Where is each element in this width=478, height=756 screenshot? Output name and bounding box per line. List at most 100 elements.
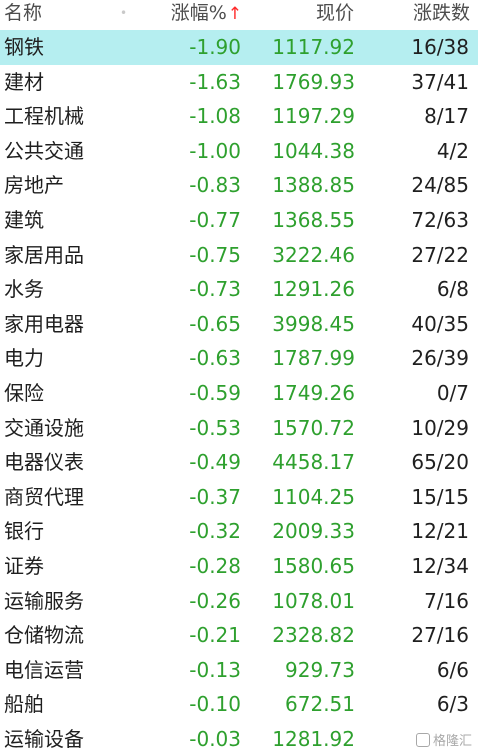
sector-name: 家居用品 xyxy=(4,242,84,267)
column-header-change-label: 涨幅% xyxy=(170,2,227,24)
table-row[interactable]: 钢铁 -1.90 1117.92 16/38 xyxy=(0,30,478,65)
current-price: 3998.45 xyxy=(272,311,355,336)
table-row[interactable]: 房地产 -0.83 1388.85 24/85 xyxy=(0,168,478,203)
sector-name: 仓储物流 xyxy=(4,623,84,648)
change-percent: -0.49 xyxy=(189,450,241,475)
current-price: 1281.92 xyxy=(272,726,355,751)
change-percent: -0.37 xyxy=(189,484,241,509)
table-row[interactable]: 商贸代理 -0.37 1104.25 15/15 xyxy=(0,480,478,515)
up-down-count: 27/22 xyxy=(411,242,469,267)
table-row[interactable]: 水务 -0.73 1291.26 6/8 xyxy=(0,272,478,307)
table-row[interactable]: 仓储物流 -0.21 2328.82 27/16 xyxy=(0,618,478,653)
column-header-count[interactable]: 涨跌数 xyxy=(412,2,470,24)
watermark-logo-icon xyxy=(415,732,430,747)
current-price: 1787.99 xyxy=(272,346,355,371)
sector-name: 交通设施 xyxy=(4,415,84,440)
current-price: 1044.38 xyxy=(272,138,355,163)
table-row[interactable]: 家居用品 -0.75 3222.46 27/22 xyxy=(0,238,478,273)
table-row[interactable]: 建筑 -0.77 1368.55 72/63 xyxy=(0,203,478,238)
up-down-count: 65/20 xyxy=(411,450,469,475)
column-header-price[interactable]: 现价 xyxy=(315,2,354,24)
sector-name: 建筑 xyxy=(4,207,44,232)
up-down-count: 12/21 xyxy=(411,519,469,544)
table-row[interactable]: 工程机械 -1.08 1197.29 8/17 xyxy=(0,99,478,134)
change-percent: -0.26 xyxy=(189,588,241,613)
table-row[interactable]: 保险 -0.59 1749.26 0/7 xyxy=(0,376,478,411)
table-row[interactable]: 公共交通 -1.00 1044.38 4/2 xyxy=(0,134,478,169)
table-header: 名称 • 涨幅%↑ 现价 涨跌数 xyxy=(0,0,478,30)
sector-name: 钢铁 xyxy=(4,35,44,59)
change-percent: -0.21 xyxy=(189,623,241,648)
current-price: 1368.55 xyxy=(272,207,355,232)
up-down-count: 37/41 xyxy=(411,69,469,94)
up-down-count: 16/38 xyxy=(411,35,469,59)
table-row[interactable]: 建材 -1.63 1769.93 37/41 xyxy=(0,65,478,100)
table-row[interactable]: 运输服务 -0.26 1078.01 7/16 xyxy=(0,584,478,619)
up-down-count: 24/85 xyxy=(411,173,469,198)
current-price: 1197.29 xyxy=(272,104,355,129)
column-header-name[interactable]: 名称 xyxy=(4,2,43,24)
up-down-count: 6/3 xyxy=(436,692,469,717)
table-row[interactable]: 银行 -0.32 2009.33 12/21 xyxy=(0,514,478,549)
up-down-count: 27/16 xyxy=(411,623,469,648)
table-row[interactable]: 运输设备 -0.03 1281.92 xyxy=(0,722,478,756)
up-down-count: 26/39 xyxy=(411,346,469,371)
up-down-count: 15/15 xyxy=(411,484,469,509)
sector-name: 证券 xyxy=(4,553,44,578)
current-price: 1117.92 xyxy=(272,35,355,59)
up-down-count: 0/7 xyxy=(436,380,469,405)
up-down-count: 12/34 xyxy=(411,553,469,578)
table-row[interactable]: 交通设施 -0.53 1570.72 10/29 xyxy=(0,411,478,446)
up-down-count: 72/63 xyxy=(411,207,469,232)
change-percent: -0.63 xyxy=(189,346,241,371)
table-row[interactable]: 家用电器 -0.65 3998.45 40/35 xyxy=(0,307,478,342)
table-row[interactable]: 电器仪表 -0.49 4458.17 65/20 xyxy=(0,445,478,480)
watermark-text: 格隆汇 xyxy=(432,734,472,749)
current-price: 1078.01 xyxy=(272,588,355,613)
sector-list: 钢铁 -1.90 1117.92 16/38 建材 -1.63 1769.93 37/41 工程… xyxy=(0,30,478,756)
up-down-count: 4/2 xyxy=(436,138,469,163)
up-down-count: 6/8 xyxy=(436,277,469,302)
current-price: 1580.65 xyxy=(272,553,355,578)
change-percent: -0.77 xyxy=(189,207,241,232)
change-percent: -0.13 xyxy=(189,657,241,682)
sector-name: 家用电器 xyxy=(4,311,84,336)
table-row[interactable]: 电信运营 -0.13 929.73 6/6 xyxy=(0,653,478,688)
current-price: 1104.25 xyxy=(272,484,355,509)
up-down-count: 7/16 xyxy=(424,588,469,613)
table-row[interactable]: 电力 -0.63 1787.99 26/39 xyxy=(0,341,478,376)
table-row[interactable]: 船舶 -0.10 672.51 6/3 xyxy=(0,687,478,722)
change-percent: -1.08 xyxy=(189,104,241,129)
change-percent: -0.59 xyxy=(189,380,241,405)
change-percent: -0.75 xyxy=(189,242,241,267)
sector-name: 保险 xyxy=(4,380,44,405)
current-price: 3222.46 xyxy=(272,242,355,267)
sector-name: 运输服务 xyxy=(4,588,84,613)
change-percent: -0.83 xyxy=(189,173,241,198)
sector-name: 房地产 xyxy=(4,173,64,198)
current-price: 1291.26 xyxy=(272,277,355,302)
sector-name: 建材 xyxy=(4,69,44,94)
change-percent: -0.65 xyxy=(189,311,241,336)
change-percent: -0.32 xyxy=(189,519,241,544)
change-percent: -0.03 xyxy=(189,726,241,751)
current-price: 4458.17 xyxy=(272,450,355,475)
change-percent: -1.00 xyxy=(189,138,241,163)
watermark: 格隆汇 xyxy=(415,730,472,749)
column-header-change[interactable]: 涨幅%↑ xyxy=(171,0,242,30)
sector-name: 船舶 xyxy=(4,692,44,717)
current-price: 672.51 xyxy=(285,692,355,717)
sector-name: 运输设备 xyxy=(4,726,84,751)
change-percent: -0.10 xyxy=(189,692,241,717)
sort-arrow-icon: ↑ xyxy=(227,4,242,24)
change-percent: -0.73 xyxy=(189,277,241,302)
current-price: 1570.72 xyxy=(272,415,355,440)
up-down-count: 8/17 xyxy=(424,104,469,129)
sector-name: 商贸代理 xyxy=(4,484,84,509)
change-percent: -1.63 xyxy=(189,69,241,94)
sector-name: 电力 xyxy=(4,346,44,371)
table-row[interactable]: 证券 -0.28 1580.65 12/34 xyxy=(0,549,478,584)
current-price: 1769.93 xyxy=(272,69,355,94)
current-price: 2328.82 xyxy=(272,623,355,648)
sector-name: 电信运营 xyxy=(4,657,84,682)
